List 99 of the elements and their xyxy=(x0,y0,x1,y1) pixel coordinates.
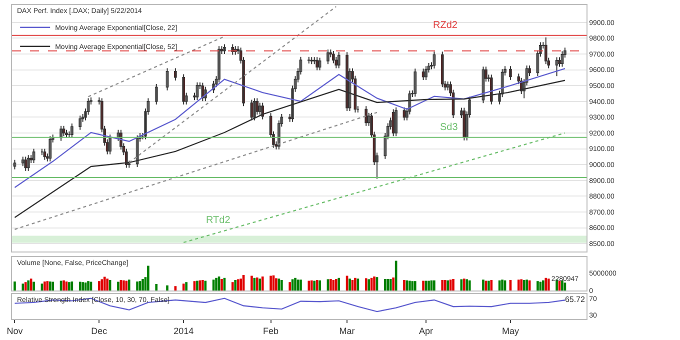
bar xyxy=(270,276,272,291)
series-label: RTd2 xyxy=(206,215,231,226)
bar xyxy=(294,278,296,291)
bar xyxy=(231,282,234,291)
bar xyxy=(561,280,564,291)
bar xyxy=(468,280,471,291)
bar xyxy=(103,276,106,291)
bar xyxy=(334,278,338,291)
bar xyxy=(142,278,144,291)
bar xyxy=(446,280,449,291)
bar xyxy=(106,278,108,291)
bar xyxy=(98,281,100,291)
bar xyxy=(78,282,82,291)
bar xyxy=(258,278,262,291)
bar xyxy=(14,281,16,291)
bar xyxy=(185,282,188,291)
bar xyxy=(414,281,416,291)
bar xyxy=(240,278,242,291)
bar xyxy=(62,280,65,291)
bar xyxy=(182,284,185,291)
bar xyxy=(556,280,558,291)
bar xyxy=(288,282,291,291)
bar xyxy=(117,282,120,291)
bar xyxy=(24,282,27,291)
ref-line-label: RZd2 xyxy=(433,20,458,31)
bar xyxy=(318,280,321,291)
x-tick-label: Mar xyxy=(339,326,355,336)
bar xyxy=(536,281,539,291)
bar xyxy=(544,278,548,291)
bar xyxy=(48,281,52,291)
bar xyxy=(517,280,520,291)
bar xyxy=(155,284,158,291)
bar xyxy=(364,278,368,291)
bar xyxy=(392,278,394,291)
bar xyxy=(368,279,370,291)
bar xyxy=(100,279,104,291)
bar xyxy=(128,280,130,291)
bar xyxy=(408,280,411,291)
bar xyxy=(522,280,526,291)
bar xyxy=(68,282,70,291)
x-tick-label: Nov xyxy=(6,326,24,336)
bar xyxy=(466,279,468,291)
bar xyxy=(310,280,313,291)
bar xyxy=(22,284,24,291)
bar xyxy=(196,280,198,291)
bar xyxy=(422,280,424,291)
x-tick-label: Dec xyxy=(91,326,108,336)
bar xyxy=(520,279,523,291)
bar xyxy=(261,276,264,291)
bar xyxy=(44,281,46,291)
bar xyxy=(300,280,302,291)
bar xyxy=(354,278,356,291)
bar xyxy=(275,278,278,291)
x-tick-label: Feb xyxy=(263,326,279,336)
bar xyxy=(444,280,446,291)
bar xyxy=(373,276,376,291)
bar xyxy=(463,278,466,291)
bar xyxy=(52,282,54,291)
bar xyxy=(256,278,258,291)
bar xyxy=(433,280,436,291)
bar xyxy=(122,280,125,291)
bar xyxy=(488,280,490,291)
bar xyxy=(542,280,544,291)
line-series xyxy=(14,68,566,188)
bar xyxy=(428,280,430,291)
x-tick-label: Apr xyxy=(419,326,434,336)
bar xyxy=(220,278,223,291)
bar xyxy=(330,278,332,291)
bar xyxy=(234,280,237,291)
bar xyxy=(313,280,316,291)
bar xyxy=(403,280,406,291)
bar xyxy=(136,281,138,291)
bar xyxy=(501,280,504,291)
bar xyxy=(204,280,207,291)
bar xyxy=(389,278,392,291)
bar xyxy=(27,280,30,291)
bar xyxy=(338,278,340,291)
line-series xyxy=(14,298,566,312)
bar xyxy=(87,281,90,291)
bar xyxy=(452,278,454,291)
bar xyxy=(348,278,351,291)
text: 65.72 xyxy=(564,295,585,304)
bar xyxy=(547,278,550,291)
x-tick-label: 2014 xyxy=(174,326,194,336)
bar xyxy=(202,280,204,291)
x-tick-label: May xyxy=(502,326,520,336)
bar xyxy=(32,282,35,291)
bar xyxy=(82,282,84,291)
ref-line-label: Sd3 xyxy=(440,122,458,133)
bar xyxy=(250,276,253,291)
bar xyxy=(386,278,390,291)
bar xyxy=(147,266,150,291)
bar xyxy=(441,280,444,291)
bar xyxy=(280,280,283,291)
bar xyxy=(215,278,218,291)
bar xyxy=(384,278,386,291)
bar xyxy=(526,280,528,291)
bar xyxy=(166,285,168,291)
bar xyxy=(482,280,484,291)
